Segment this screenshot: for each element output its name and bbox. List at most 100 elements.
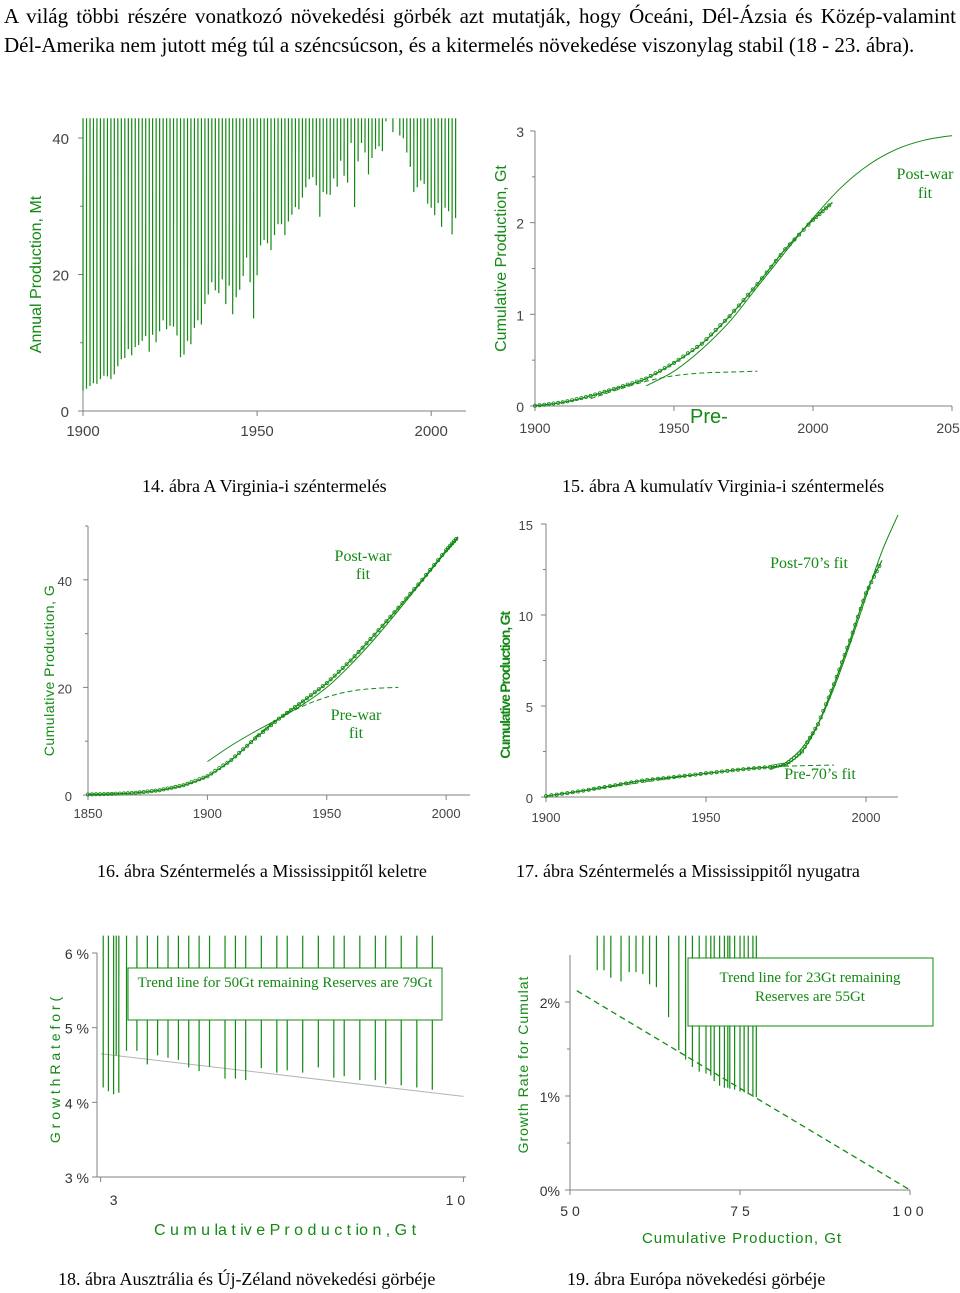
data-series-marker bbox=[574, 397, 579, 402]
data-series-marker bbox=[217, 766, 222, 771]
data-series-marker bbox=[818, 715, 823, 720]
y-tick-label: 4 % bbox=[65, 1095, 89, 1111]
data-series-marker bbox=[755, 282, 760, 287]
x-tick-label: 1900 bbox=[66, 423, 99, 440]
data-series-marker bbox=[446, 545, 451, 550]
data-series-marker bbox=[783, 762, 788, 767]
data-series-marker bbox=[368, 637, 373, 642]
trend-line bbox=[576, 990, 911, 1191]
data-series-marker bbox=[328, 677, 333, 682]
post-war-label: Post-war bbox=[897, 166, 955, 183]
data-series-marker bbox=[312, 690, 317, 695]
data-series-marker bbox=[877, 563, 882, 568]
data-series-marker bbox=[565, 399, 570, 404]
data-series-marker bbox=[821, 708, 826, 713]
data-series-marker bbox=[129, 790, 134, 795]
data-series-marker bbox=[141, 789, 146, 794]
data-series-marker bbox=[452, 539, 457, 544]
data-series-marker bbox=[671, 360, 676, 365]
data-series-marker bbox=[440, 553, 445, 558]
data-series-marker bbox=[332, 673, 337, 678]
data-series-marker bbox=[241, 747, 246, 752]
chart-fig19: 0% 1% 2% 5 0 7 5 1 0 0 Cumulative Production, … bbox=[515, 935, 934, 1247]
data-series-marker bbox=[850, 630, 855, 635]
y-tick-label: 1 bbox=[516, 307, 524, 323]
data-series-marker bbox=[161, 787, 166, 792]
trend-note-box bbox=[127, 967, 443, 1021]
post-70s-label: Post-70’s fit bbox=[770, 555, 848, 572]
x-tick-label: 2000 bbox=[414, 423, 447, 440]
data-series-marker bbox=[137, 790, 142, 795]
data-series-marker bbox=[623, 781, 628, 786]
data-series-marker bbox=[732, 308, 737, 313]
data-series-marker bbox=[602, 389, 607, 394]
data-series-marker bbox=[826, 695, 831, 700]
data-series-marker bbox=[428, 567, 433, 572]
x-tick-label: 1950 bbox=[240, 423, 273, 440]
y-tick-label: 6 % bbox=[65, 946, 89, 962]
data-series-marker bbox=[209, 771, 214, 776]
data-series-marker bbox=[781, 762, 786, 767]
data-series-marker bbox=[703, 771, 708, 776]
data-series-marker bbox=[554, 792, 559, 797]
data-series-marker bbox=[644, 376, 649, 381]
data-series-marker bbox=[630, 381, 635, 386]
data-series-marker bbox=[794, 753, 799, 758]
data-series-marker bbox=[718, 323, 723, 328]
data-series-marker bbox=[584, 394, 589, 399]
x-axis-label: Cumulative Production, Gt bbox=[642, 1230, 842, 1247]
data-series-marker bbox=[551, 401, 556, 406]
data-series-marker bbox=[607, 388, 612, 393]
data-series-marker bbox=[806, 222, 811, 227]
data-series-marker bbox=[802, 744, 807, 749]
x-tick-label: 2000 bbox=[432, 806, 461, 821]
data-series-marker bbox=[597, 391, 602, 396]
data-series-marker bbox=[570, 398, 575, 403]
x-tick-label: 1900 bbox=[519, 420, 550, 436]
data-series-marker bbox=[412, 587, 417, 592]
data-series-marker bbox=[450, 541, 455, 546]
data-series-marker bbox=[597, 785, 602, 790]
data-series-marker bbox=[666, 775, 671, 780]
y-tick-label: 40 bbox=[58, 574, 72, 589]
data-series-marker bbox=[690, 348, 695, 353]
data-series-marker bbox=[861, 599, 866, 604]
data-series-marker bbox=[778, 253, 783, 258]
data-series-marker bbox=[801, 227, 806, 232]
data-series-marker bbox=[213, 768, 218, 773]
y-tick-label: 5 bbox=[526, 700, 533, 715]
data-series-marker bbox=[177, 784, 182, 789]
x-tick-label: 1900 bbox=[193, 806, 222, 821]
data-series-marker bbox=[620, 384, 625, 389]
data-series-marker bbox=[714, 770, 719, 775]
data-series-marker bbox=[549, 793, 554, 798]
post-war-fit-line bbox=[207, 537, 459, 763]
data-series-marker bbox=[249, 740, 254, 745]
data-series-marker bbox=[157, 788, 162, 793]
data-series-marker bbox=[698, 771, 703, 776]
data-series-marker bbox=[257, 733, 262, 738]
data-series-marker bbox=[436, 558, 441, 563]
data-series-marker bbox=[272, 719, 277, 724]
data-series-marker bbox=[376, 628, 381, 633]
data-series-marker bbox=[101, 792, 106, 797]
pre-war-fit-line bbox=[590, 370, 758, 400]
data-series-marker bbox=[807, 735, 812, 740]
y-tick-label: 0 bbox=[65, 789, 72, 804]
data-series-marker bbox=[658, 368, 663, 373]
data-series-marker bbox=[814, 215, 819, 220]
y-tick-label: 15 bbox=[519, 518, 533, 533]
x-tick-label: 2000 bbox=[852, 810, 881, 825]
trend-note-container: Trend line for 50Gt remaining Reserves a… bbox=[138, 975, 433, 991]
y-tick-label: 0% bbox=[540, 1183, 560, 1199]
data-series-marker bbox=[593, 392, 598, 397]
data-series-marker bbox=[276, 716, 281, 721]
data-series-marker bbox=[268, 723, 273, 728]
data-series-marker bbox=[874, 569, 879, 574]
data-series-marker bbox=[709, 332, 714, 337]
data-series-marker bbox=[292, 705, 297, 710]
chart-fig15: 0 1 2 3 1900 1950 2000 2050 Cumulative Productio… bbox=[493, 124, 960, 436]
data-series-marker bbox=[588, 393, 593, 398]
data-series-marker bbox=[783, 247, 788, 252]
data-series-marker bbox=[316, 687, 321, 692]
